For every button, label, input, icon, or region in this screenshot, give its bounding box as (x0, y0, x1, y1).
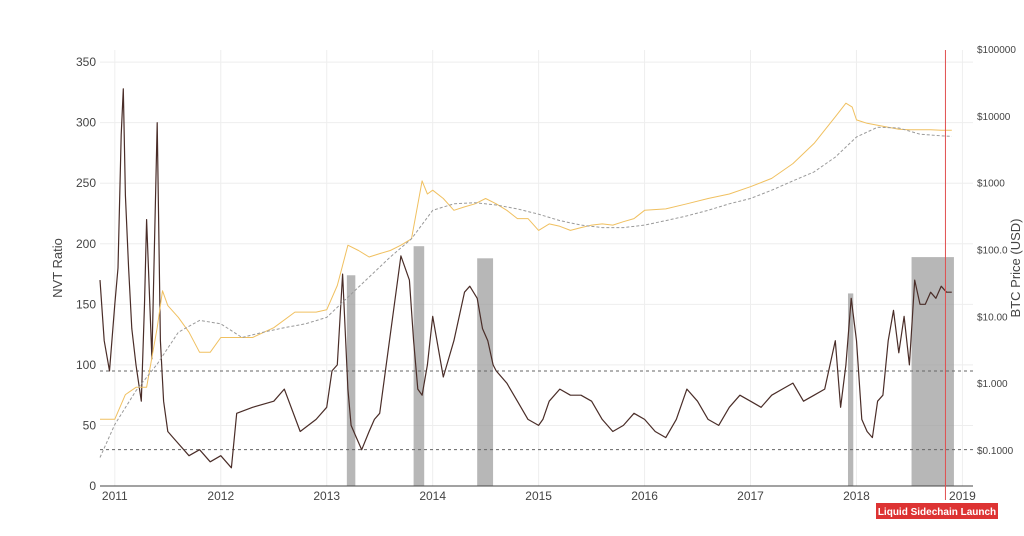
annotation-text: Liquid Sidechain Launch (878, 507, 996, 518)
y-left-tick-label: 100 (76, 358, 96, 372)
btc-price-line (100, 102, 952, 420)
x-tick-label: 2011 (102, 489, 128, 503)
y-right-tick-label: $1.000 (977, 379, 1008, 390)
y-right-tick-label: $0.1000 (977, 446, 1014, 457)
x-tick-label: 2019 (949, 489, 976, 503)
tick-labels: 2011 2012 2013 2014 2015 2016 2017 2018 2019 0 50 1… (76, 45, 1016, 503)
y-left-tick-label: 250 (76, 176, 96, 190)
x-tick-label: 2013 (313, 489, 340, 503)
x-tick-label: 2014 (419, 489, 446, 503)
y-right-tick-label: $10.00 (977, 312, 1008, 323)
reference-lines (100, 370, 973, 451)
y-right-tick-label: $1000 (977, 179, 1005, 190)
y-left-tick-label: 300 (76, 116, 96, 130)
y-right-tick-label: $10000 (977, 112, 1011, 123)
x-tick-label: 2015 (525, 489, 552, 503)
x-gridlines (114, 50, 963, 486)
y-left-tick-label: 350 (76, 55, 96, 69)
series-lines (99, 88, 952, 469)
btc-price-trend-line (99, 126, 952, 458)
shaded-region (413, 246, 425, 486)
x-tick-label: 2018 (843, 489, 870, 503)
y-right-axis-title: BTC Price (USD) (1008, 219, 1023, 318)
x-tick-label: 2012 (207, 489, 234, 503)
y-left-tick-label: 150 (76, 297, 96, 311)
annotation-box (876, 503, 998, 519)
nvt-ratio-line (99, 88, 952, 469)
x-tick-label: 2016 (631, 489, 658, 503)
shaded-region (847, 293, 854, 486)
shaded-regions (346, 246, 954, 486)
y-right-tick-label: $100.0 (977, 246, 1008, 257)
x-tick-label: 2017 (737, 489, 764, 503)
shaded-region (911, 257, 954, 486)
shaded-region (477, 258, 494, 486)
shaded-region (346, 275, 356, 486)
liquid-sidechain-annotation: Liquid Sidechain Launch (876, 503, 998, 519)
y-gridlines (100, 61, 973, 487)
y-right-tick-label: $100000 (977, 45, 1016, 56)
y-left-tick-label: 0 (89, 479, 96, 493)
y-left-axis-title: NVT Ratio (50, 238, 65, 298)
y-left-tick-label: 200 (76, 237, 96, 251)
y-left-tick-label: 50 (83, 418, 97, 432)
